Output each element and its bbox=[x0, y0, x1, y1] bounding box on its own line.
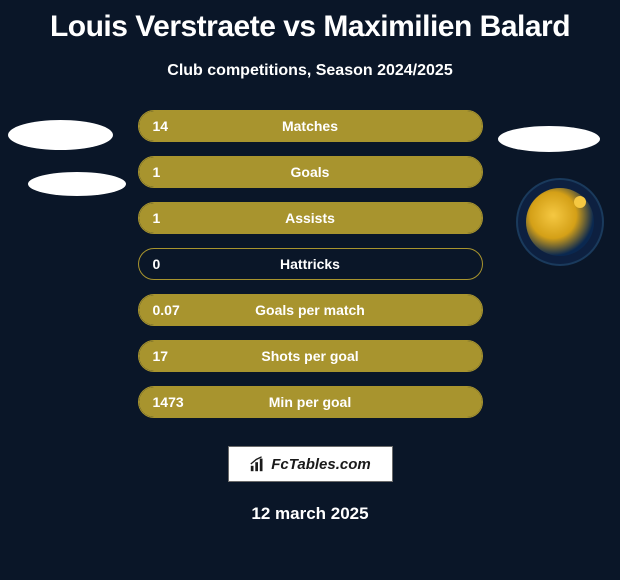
stat-row-assists: 1 Assists bbox=[138, 202, 483, 234]
stat-row-shots-per-goal: 17 Shots per goal bbox=[138, 340, 483, 372]
stat-value: 14 bbox=[153, 118, 169, 134]
stat-row-goals: 1 Goals bbox=[138, 156, 483, 188]
stat-row-goals-per-match: 0.07 Goals per match bbox=[138, 294, 483, 326]
stat-value: 1 bbox=[153, 164, 161, 180]
date-label: 12 march 2025 bbox=[0, 504, 620, 524]
placeholder-ellipse bbox=[28, 172, 126, 196]
stat-value: 1473 bbox=[153, 394, 184, 410]
page-title: Louis Verstraete vs Maximilien Balard bbox=[0, 0, 620, 44]
stat-row-hattricks: 0 Hattricks bbox=[138, 248, 483, 280]
placeholder-ellipse bbox=[8, 120, 113, 150]
mariners-logo-icon bbox=[526, 188, 594, 256]
stat-label: Goals bbox=[291, 164, 330, 180]
stat-label: Hattricks bbox=[280, 256, 340, 272]
subtitle: Club competitions, Season 2024/2025 bbox=[0, 62, 620, 80]
team-logo bbox=[516, 178, 604, 266]
stat-row-min-per-goal: 1473 Min per goal bbox=[138, 386, 483, 418]
stat-value: 0 bbox=[153, 256, 161, 272]
brand-link[interactable]: FcTables.com bbox=[228, 446, 393, 482]
stat-label: Shots per goal bbox=[261, 348, 358, 364]
stats-list: 14 Matches 1 Goals 1 Assists 0 Hattricks… bbox=[138, 110, 483, 418]
stat-value: 0.07 bbox=[153, 302, 180, 318]
stat-value: 1 bbox=[153, 210, 161, 226]
stat-label: Matches bbox=[282, 118, 338, 134]
brand-label: FcTables.com bbox=[271, 456, 370, 473]
stat-value: 17 bbox=[153, 348, 169, 364]
stat-label: Assists bbox=[285, 210, 335, 226]
stat-label: Min per goal bbox=[269, 394, 351, 410]
stat-label: Goals per match bbox=[255, 302, 365, 318]
chart-icon bbox=[249, 455, 267, 473]
stat-row-matches: 14 Matches bbox=[138, 110, 483, 142]
right-player-placeholder bbox=[498, 126, 600, 152]
left-player-placeholder bbox=[8, 120, 126, 218]
